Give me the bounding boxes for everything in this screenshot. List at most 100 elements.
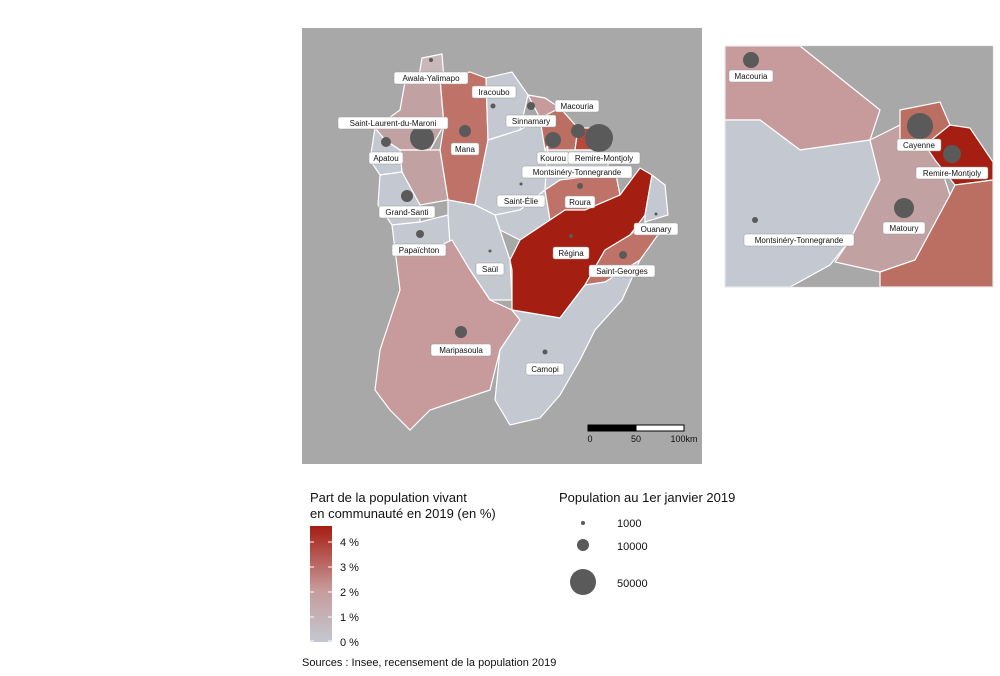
svg-text:Mana: Mana [455, 145, 476, 154]
label-regina: Régina [552, 246, 590, 260]
label-remire-montjoly: Remire-Montjoly [567, 151, 641, 165]
bubble-ouanary [654, 212, 658, 216]
bubble-saint-georges [619, 251, 627, 259]
svg-text:Iracoubo: Iracoubo [478, 88, 510, 97]
bubble-iracoubo [490, 103, 496, 109]
inset-bubble-cayenne [907, 113, 933, 139]
inset-labels: Macouria Cayenne Remire-Montjoly Montsin… [728, 69, 989, 247]
inset-label-matoury: Matoury [882, 221, 926, 235]
label-iracoubo: Iracoubo [471, 85, 517, 99]
color-legend-title-line2: en communauté en 2019 (en %) [310, 506, 496, 521]
label-sinnamary: Sinnamary [505, 114, 557, 128]
bubble-roura [577, 183, 583, 189]
bubble-saul [488, 249, 492, 253]
label-macouria: Macouria [554, 99, 600, 113]
bubble-saint-laurent [410, 126, 434, 150]
svg-text:Macouria: Macouria [735, 72, 768, 81]
bubble-papaichton [416, 230, 424, 238]
bubble-montsinery [519, 182, 523, 186]
svg-text:Roura: Roura [569, 198, 591, 207]
size-legend-label-10000: 10000 [617, 541, 648, 553]
svg-text:Saül: Saül [482, 265, 498, 274]
color-legend-tick-1: 1 % [340, 612, 359, 624]
svg-text:Awala-Yalimapo: Awala-Yalimapo [402, 74, 460, 83]
municipality-maripasoula [374, 239, 521, 431]
inset-bubble-macouria [743, 52, 759, 68]
inset-label-remire-montjoly: Remire-Montjoly [915, 166, 989, 180]
label-apatou: Apatou [368, 151, 404, 165]
label-saint-georges: Saint-Georges [588, 264, 656, 278]
label-saint-elie: Saint-Élie [496, 194, 546, 208]
color-legend: Part de la population vivant en communau… [310, 490, 496, 649]
svg-text:Grand-Santi: Grand-Santi [385, 208, 428, 217]
svg-text:Ouanary: Ouanary [641, 225, 672, 234]
scalebar-tick-0: 0 [587, 434, 592, 444]
municipality-camopi [494, 258, 642, 426]
label-maripasoula: Maripasoula [430, 343, 492, 357]
color-legend-tick-2: 2 % [340, 587, 359, 599]
size-legend-label-50000: 50000 [617, 578, 648, 590]
svg-text:Papaïchton: Papaïchton [399, 246, 439, 255]
inset-bubble-remire-montjoly [943, 145, 961, 163]
scalebar-tick-100: 100km [670, 434, 697, 444]
main-map-labels: Awala-Yalimapo Iracoubo Macouria Sinnama… [337, 71, 679, 376]
label-camopi: Camopi [525, 362, 565, 376]
main-map: Awala-Yalimapo Iracoubo Macouria Sinnama… [302, 28, 702, 464]
svg-text:Macouria: Macouria [561, 102, 594, 111]
inset-bubble-matoury [894, 198, 914, 218]
inset-bubble-montsinery [752, 217, 758, 223]
svg-text:Montsinéry-Tonnegrande: Montsinéry-Tonnegrande [533, 168, 622, 177]
bubble-mana [459, 125, 471, 137]
bubble-maripasoula [455, 326, 467, 338]
color-legend-tick-4: 4 % [340, 537, 359, 549]
color-legend-title-line1: Part de la population vivant [310, 490, 467, 505]
size-legend-bubble-1000 [581, 521, 585, 525]
svg-text:Montsinéry-Tonnegrande: Montsinéry-Tonnegrande [755, 236, 844, 245]
bubble-awala-yalimapo [429, 58, 433, 62]
label-kourou: Kourou [536, 151, 570, 165]
bubble-kourou [545, 132, 561, 148]
label-montsinery-tonnegrande: Montsinéry-Tonnegrande [521, 165, 633, 179]
inset-label-cayenne: Cayenne [896, 138, 942, 152]
svg-text:Remire-Montjoly: Remire-Montjoly [575, 154, 633, 163]
svg-text:Saint-Élie: Saint-Élie [504, 197, 539, 206]
bubble-camopi [542, 349, 548, 355]
svg-text:Apatou: Apatou [373, 154, 398, 163]
bubble-apatou [381, 137, 391, 147]
color-legend-tick-3: 3 % [340, 562, 359, 574]
svg-text:Matoury: Matoury [890, 224, 919, 233]
label-awala-yalimapo: Awala-Yalimapo [393, 71, 469, 85]
population-bubbles [381, 58, 658, 355]
bubble-grand-santi [401, 190, 413, 202]
size-legend-bubble-50000 [570, 569, 596, 595]
svg-text:Saint-Georges: Saint-Georges [596, 267, 648, 276]
inset-label-macouria: Macouria [728, 69, 774, 83]
size-legend-title: Population au 1er janvier 2019 [559, 490, 735, 505]
bubble-sinnamary [527, 102, 535, 110]
svg-text:Régina: Régina [558, 249, 584, 258]
color-ramp-ticks [310, 541, 332, 642]
label-roura: Roura [564, 195, 596, 209]
label-saul: Saül [475, 262, 505, 276]
size-legend-label-1000: 1000 [617, 518, 641, 530]
bubble-cayenne [585, 124, 613, 152]
label-grand-santi: Grand-Santi [378, 205, 436, 219]
inset-map: Macouria Cayenne Remire-Montjoly Montsin… [724, 45, 994, 288]
svg-text:Sinnamary: Sinnamary [512, 117, 550, 126]
svg-text:Kourou: Kourou [540, 154, 566, 163]
inset-label-montsinery-tonnegrande: Montsinéry-Tonnegrande [743, 233, 855, 247]
color-legend-tick-0: 0 % [340, 637, 359, 649]
label-saint-laurent-du-maroni: Saint-Laurent-du-Maroni [337, 116, 449, 130]
svg-text:Remire-Montjoly: Remire-Montjoly [923, 169, 981, 178]
inset-roura [879, 179, 993, 287]
scalebar-tick-50: 50 [631, 434, 641, 444]
bubble-macouria [571, 124, 585, 138]
scalebar: 0 50 100km [587, 424, 698, 444]
svg-text:Maripasoula: Maripasoula [439, 346, 483, 355]
label-papaichton: Papaïchton [391, 243, 447, 257]
inset-bubbles [743, 52, 961, 223]
label-mana: Mana [450, 142, 480, 156]
label-ouanary: Ouanary [633, 222, 679, 236]
svg-text:Cayenne: Cayenne [903, 141, 936, 150]
